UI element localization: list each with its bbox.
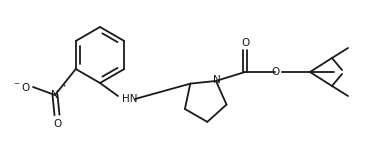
Text: O: O	[53, 119, 61, 129]
Text: N: N	[51, 90, 59, 100]
Text: O: O	[272, 67, 280, 77]
Text: O: O	[241, 38, 249, 48]
Text: HN: HN	[122, 94, 138, 104]
Text: $^+$: $^+$	[60, 82, 67, 91]
Text: $^-$O: $^-$O	[12, 81, 31, 93]
Text: N: N	[213, 75, 221, 85]
